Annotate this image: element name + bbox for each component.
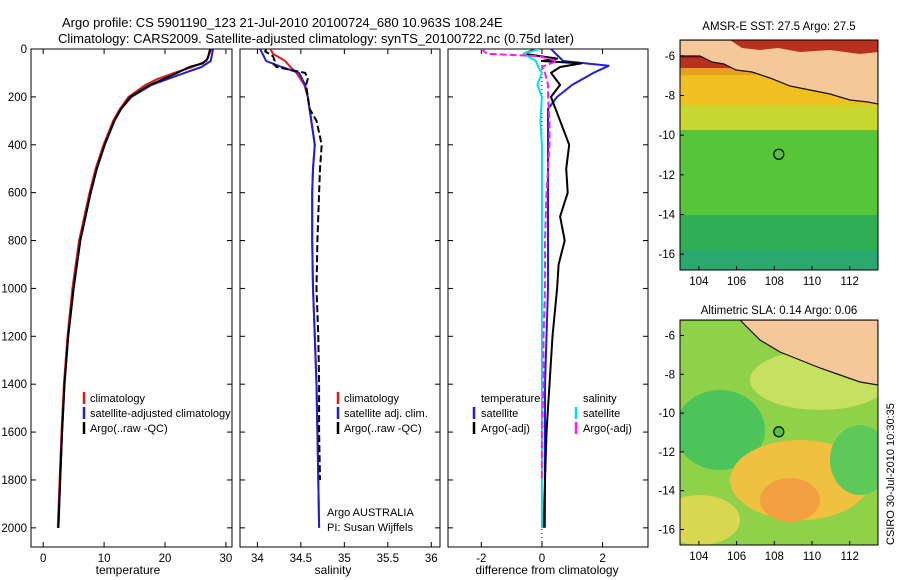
sst-map-title: AMSR-E SST: 27.5 Argo: 27.5	[702, 21, 855, 33]
map2-xtick-label-0: 104	[689, 551, 709, 563]
map1-xtick-label-3: 110	[803, 276, 821, 288]
argo-pi-note: PI: Susan Wijffels	[327, 522, 413, 534]
sla-field-west-low	[680, 390, 765, 470]
difference-xlabel: difference from climatology	[475, 563, 618, 577]
map1-xtick-label-2: 108	[765, 276, 784, 288]
diff-legend-temperature-heading: temperature	[481, 393, 540, 405]
map1-xtick-label-4: 112	[841, 276, 859, 288]
diff-series-3	[480, 49, 559, 480]
sst-map-frame	[679, 39, 879, 271]
map2-xtick-label-2: 108	[765, 551, 784, 563]
map1-xtick-label-0: 104	[689, 276, 709, 288]
temp-xtick-label-0: 0	[40, 553, 46, 565]
map2-ytick-label-1: -8	[665, 369, 675, 381]
temperature-panel: 0 10 20 30 0 200 400 600 800 1000 1200 1400 1600 1800…	[1, 44, 233, 577]
sal-legend-climatology-label: climatology	[344, 393, 400, 405]
map1-ytick-label-1: -8	[665, 91, 675, 103]
diff-xtick-label-1: 0	[539, 553, 545, 565]
sal-xtick-label-1: 34.5	[290, 553, 312, 565]
map1-ytick-label-5: -16	[658, 249, 675, 261]
diff-legend-sal-satellite-label: satellite	[583, 408, 620, 420]
temp-ytick-label-6: 1200	[1, 331, 27, 343]
sal-xtick-label-4: 36	[425, 553, 438, 565]
temp-series-2	[57, 49, 212, 528]
map1-xtick-label-1: 106	[727, 276, 746, 288]
figure-credit: CSIRO 30-Jul-2010 10:30:35	[885, 403, 897, 545]
salinity-panel: 34 34.5 35 35.5 36 salinity climatology sate…	[239, 48, 441, 577]
sla-java-coast	[680, 320, 878, 386]
sla-map-panel: Altimetric SLA: 0.14 Argo: 0.06 104 106 10…	[658, 305, 879, 563]
map1-ytick-label-4: -14	[658, 209, 675, 221]
temp-ytick-label-4: 800	[8, 236, 27, 248]
salinity-legend: climatology satellite adj. clim. Argo(..…	[336, 392, 428, 435]
diff-legend-salinity-heading: salinity	[583, 393, 617, 405]
diff-series-2	[522, 49, 543, 528]
sst-map-panel: AMSR-E SST: 27.5 Argo: 27.5 104 106 108 110…	[658, 21, 879, 288]
diff-legend-temp-argo-label: Argo(-adj)	[481, 423, 530, 435]
temp-xtick-label-2: 20	[159, 553, 172, 565]
map1-ytick-label-2: -10	[658, 130, 675, 142]
figure-title-line1: Argo profile: CS 5901190_123 21-Jul-2010…	[62, 15, 503, 30]
sal-series-1	[259, 49, 321, 528]
diff-xtick-label-2: 2	[599, 553, 605, 565]
map2-ytick-label-5: -16	[658, 524, 675, 536]
temp-ytick-label-1: 200	[8, 92, 27, 104]
temp-legend-climatology-label: climatology	[90, 393, 146, 405]
sal-legend-argo-label: Argo(..raw -QC)	[344, 423, 422, 435]
difference-panel: -2 0 2 difference from climatology tempera…	[447, 48, 649, 577]
sla-map-title: Altimetric SLA: 0.14 Argo: 0.06	[701, 305, 858, 317]
sal-xtick-label-3: 35.5	[377, 553, 399, 565]
temp-ytick-label-5: 1000	[1, 283, 27, 295]
temperature-legend: climatology satellite-adjusted climatolo…	[82, 392, 231, 435]
temp-ytick-label-0: 0	[21, 44, 27, 56]
map2-xtick-label-4: 112	[841, 551, 859, 563]
temp-xtick-label-1: 10	[98, 553, 111, 565]
sla-field-southwest	[680, 495, 740, 545]
sla-field-south-peak	[760, 478, 820, 522]
map2-xtick-label-3: 110	[803, 551, 821, 563]
map1-ytick-label-0: -6	[665, 51, 675, 63]
map2-xtick-label-1: 106	[727, 551, 746, 563]
sla-field-east-low	[830, 425, 878, 495]
diff-legend-sal-argo-label: Argo(-adj)	[583, 423, 632, 435]
temp-ytick-label-10: 2000	[1, 523, 27, 535]
diff-legend-temp-satellite-label: satellite	[481, 408, 518, 420]
temp-ytick-label-9: 1800	[1, 475, 27, 487]
argo-program-note: Argo AUSTRALIA	[327, 507, 414, 519]
map2-ytick-label-0: -6	[665, 331, 675, 343]
salinity-xlabel: salinity	[315, 563, 352, 577]
sal-xtick-label-0: 34	[251, 553, 264, 565]
temp-legend-satellite-label: satellite-adjusted climatology	[90, 408, 231, 420]
map2-ytick-label-3: -12	[658, 447, 675, 459]
map2-ytick-label-2: -10	[658, 408, 675, 420]
temp-legend-argo-label: Argo(..raw -QC)	[90, 423, 168, 435]
sla-argo-position-marker	[773, 426, 785, 438]
temp-xtick-label-3: 30	[220, 553, 233, 565]
figure-title-line2: Climatology: CARS2009. Satellite-adjuste…	[58, 31, 574, 46]
temperature-xlabel: temperature	[96, 563, 161, 577]
sal-xtick-label-2: 35	[338, 553, 351, 565]
temp-ytick-label-3: 600	[8, 188, 27, 200]
temp-ytick-label-7: 1400	[1, 379, 27, 391]
temperature-axes-frame	[30, 48, 233, 548]
difference-legend: temperature satellite Argo(-adj) salinit…	[472, 393, 632, 435]
sst-field-transition	[680, 105, 878, 130]
map1-ytick-label-3: -12	[658, 170, 675, 182]
diff-series-1	[522, 49, 583, 528]
salinity-axes-frame	[239, 48, 441, 548]
sst-java-coast	[680, 40, 878, 105]
temp-ytick-label-2: 400	[8, 140, 27, 152]
sst-land-mask-north	[680, 40, 878, 54]
sst-field-south-cooler	[680, 250, 878, 270]
map2-ytick-label-4: -14	[658, 486, 675, 498]
sal-series-2	[264, 49, 323, 481]
sal-legend-satellite-label: satellite adj. clim.	[344, 408, 428, 420]
diff-xtick-label-0: -2	[476, 553, 486, 565]
temp-ytick-label-8: 1600	[1, 427, 27, 439]
sla-map-frame	[679, 319, 879, 546]
sst-argo-position-marker	[773, 148, 785, 160]
